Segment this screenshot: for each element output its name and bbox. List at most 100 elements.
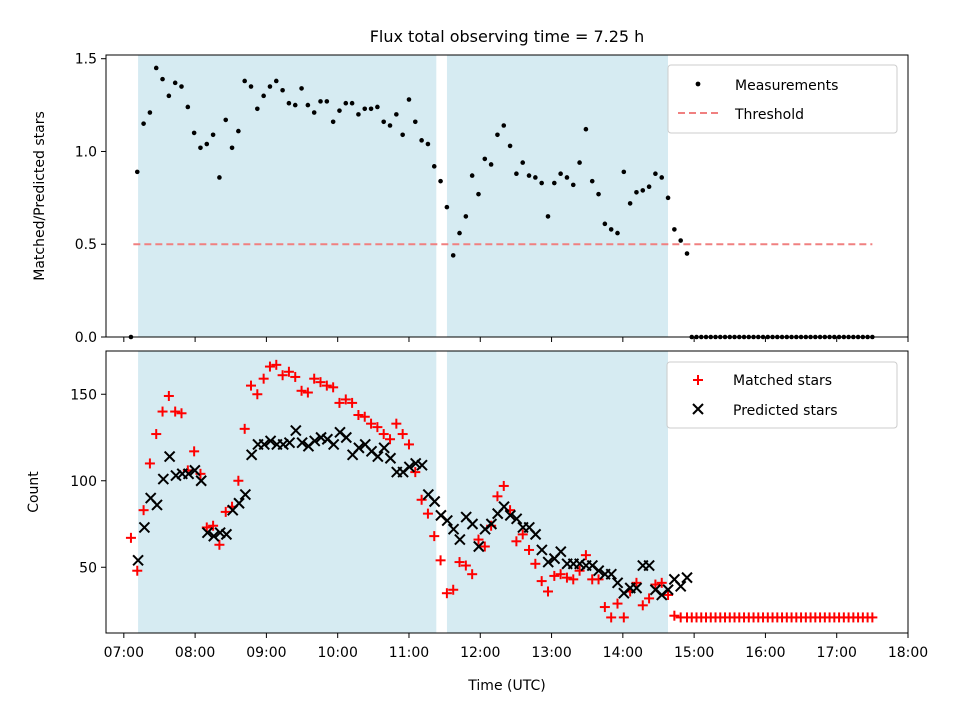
matched-star-point: [378, 429, 389, 440]
predicted-star-point: [681, 571, 693, 584]
matched-star-point: [271, 359, 282, 370]
measurement-point: [533, 175, 538, 180]
predicted-star-point: [447, 523, 460, 535]
matched-star-point: [631, 577, 642, 588]
predicted-star-point: [384, 452, 397, 464]
matched-star-point: [359, 411, 370, 422]
matched-star-point: [340, 394, 351, 405]
panel-bottom: 50 100 150 07:00 08:00 09:00 10:00 11:00 12:00 1…: [26, 350, 928, 694]
measurement-point: [172, 80, 178, 86]
matched-star-point: [176, 408, 187, 419]
legend-threshold-label: Threshold: [734, 107, 804, 123]
matched-star-point: [410, 467, 421, 478]
bottom-xtick-label: 11:00: [389, 645, 429, 661]
matched-star-point: [397, 429, 408, 440]
predicted-star-point: [662, 584, 674, 596]
matched-star-point: [492, 491, 503, 502]
panel-top: 0.0 0.5 1.0 1.5 Matched/Predicted stars Mea…: [32, 52, 909, 346]
predicted-star-point: [630, 582, 643, 594]
measurement-point: [672, 227, 677, 232]
predicted-star-point: [195, 475, 207, 487]
measurement-point: [558, 171, 563, 177]
measurement-point: [488, 162, 494, 167]
matched-star-point: [189, 446, 200, 457]
measurement-point: [684, 251, 690, 256]
predicted-star-point: [258, 438, 270, 451]
predicted-star-point: [353, 442, 365, 454]
matched-star-point: [233, 475, 244, 486]
matched-star-point: [138, 505, 149, 516]
measurement-point: [526, 173, 532, 178]
predicted-star-point: [473, 540, 485, 553]
matched-star-point: [612, 598, 623, 609]
measurement-point: [292, 102, 298, 108]
matched-star-point: [663, 589, 674, 600]
measurement-point: [495, 132, 500, 138]
measurement-point: [412, 119, 418, 125]
predicted-star-point: [151, 499, 163, 511]
predicted-star-point: [138, 521, 151, 534]
measurement-point: [273, 78, 279, 84]
measurement-point: [229, 145, 235, 151]
bottom-ytick-label: 50: [79, 560, 97, 576]
measurement-point: [261, 93, 266, 99]
predicted-star-point: [674, 580, 687, 592]
matched-star-point: [429, 531, 440, 542]
bottom-ytick-label: 150: [70, 387, 97, 403]
predicted-star-point: [182, 468, 195, 480]
measurement-point: [545, 214, 551, 219]
matched-star-point: [246, 380, 257, 391]
predicted-star-point: [290, 424, 302, 437]
predicted-star-point: [264, 435, 277, 447]
measurement-point: [627, 201, 633, 206]
predicted-star-point: [605, 568, 617, 580]
predicted-star-point: [504, 509, 517, 522]
top-ytick-label: 1.0: [75, 144, 97, 160]
bottom-xtick-label: 15:00: [674, 645, 714, 661]
bottom-legend-box: [666, 361, 898, 429]
measurement-point: [217, 175, 222, 180]
matched-star-point: [132, 565, 143, 576]
matched-star-point: [479, 541, 490, 552]
bottom-ytick-label: 100: [70, 474, 97, 490]
measurement-point: [564, 175, 570, 180]
measurement-point: [191, 130, 197, 136]
matched-star-point: [568, 574, 579, 585]
measurement-point: [583, 126, 589, 132]
matched-star-point: [454, 557, 465, 568]
matched-star-point: [580, 550, 591, 561]
measurement-point: [198, 145, 203, 151]
top-legend: Measurements Threshold: [667, 64, 898, 134]
matched-star-point: [252, 389, 263, 400]
measurement-point: [362, 106, 368, 112]
predicted-star-point: [485, 518, 498, 530]
predicted-star-point: [542, 556, 554, 568]
matched-star-point: [385, 434, 396, 445]
legend-predicted-glyph: [692, 403, 704, 415]
bottom-xtick-label: 08:00: [175, 645, 215, 661]
matched-star-point: [448, 584, 459, 595]
measurement-point: [394, 112, 399, 117]
bottom-xtick-label: 14:00: [603, 645, 643, 661]
measurement-point: [589, 178, 595, 184]
bottom-xtick-label: 18:00: [888, 645, 928, 661]
measurement-point: [596, 191, 601, 197]
matched-star-point: [511, 536, 522, 547]
legend-predicted-label: Predicted stars: [733, 403, 838, 419]
matched-star-point: [144, 458, 155, 469]
measurement-point: [286, 100, 292, 106]
matched-star-point: [328, 382, 339, 393]
bottom-xlabel: Time (UTC): [467, 678, 545, 694]
measurement-point: [450, 253, 456, 258]
measurement-point: [324, 99, 330, 104]
matched-star-point: [264, 361, 275, 372]
matched-star-point: [283, 366, 294, 377]
measurement-point: [602, 221, 608, 227]
measurement-point: [659, 175, 665, 180]
measurement-point: [337, 108, 342, 113]
measurement-point: [520, 160, 526, 165]
matched-star-point: [347, 397, 358, 408]
measurement-point: [236, 128, 241, 134]
matched-star-point: [422, 508, 433, 519]
